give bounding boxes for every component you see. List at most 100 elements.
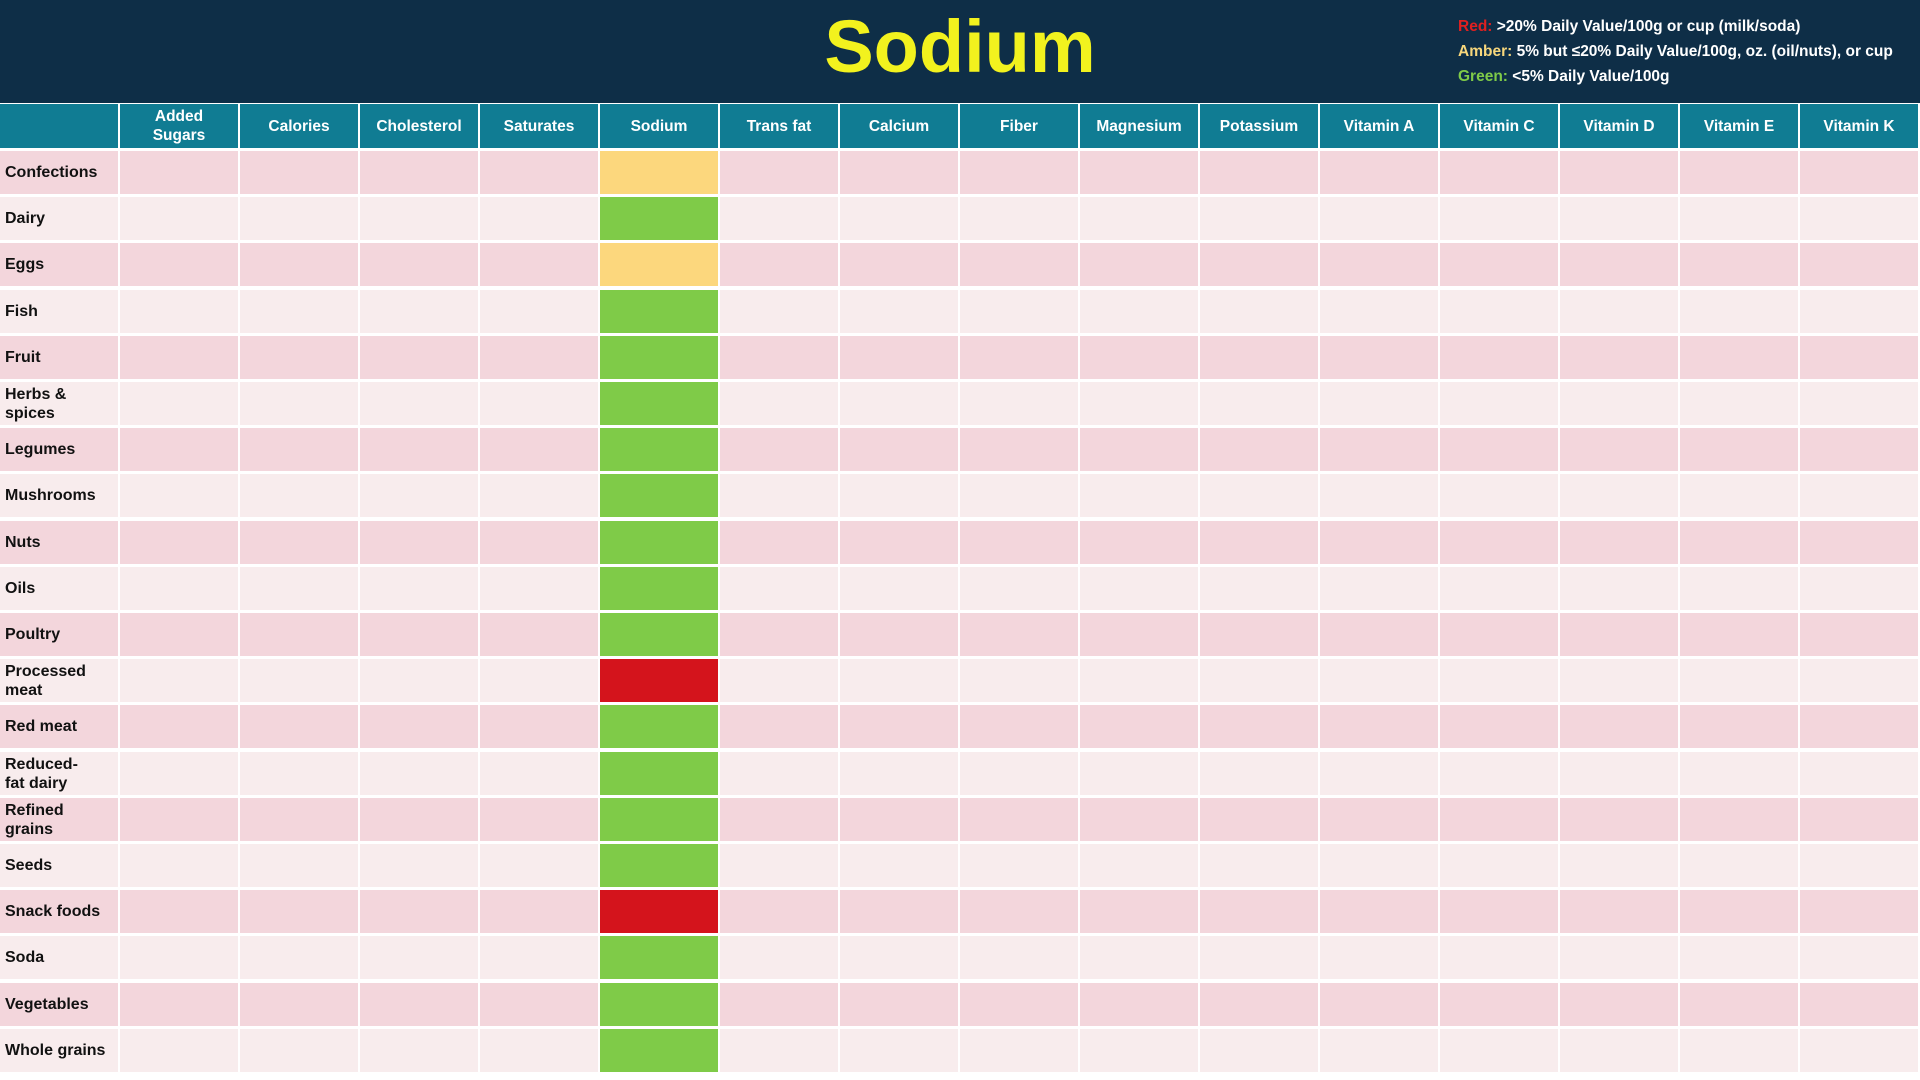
legend-text: >20% Daily Value/100g or cup (milk/soda) [1492, 18, 1801, 35]
row-label-text: Red meat [5, 718, 78, 735]
cell-fish-calcium [840, 290, 958, 333]
cell-soda-potassium [1200, 936, 1318, 979]
cell-oils-vitamin-d [1560, 567, 1678, 610]
cell-reduced-fat-dairy-cholesterol [360, 752, 478, 795]
cell-confections-vitamin-k [1800, 151, 1918, 194]
cell-processed-meat-fiber [960, 659, 1078, 702]
cell-refined-grains-vitamin-d [1560, 798, 1678, 841]
cell-herbs-and-spices-magnesium [1080, 382, 1198, 425]
cell-mushrooms-calories [240, 474, 358, 517]
cell-mushrooms-vitamin-e [1680, 474, 1798, 517]
cell-poultry-cholesterol [360, 613, 478, 656]
rating-cell-red-meat-green [600, 705, 718, 748]
cell-reduced-fat-dairy-magnesium [1080, 752, 1198, 795]
cell-nuts-calories [240, 521, 358, 564]
cell-red-meat-vitamin-d [1560, 705, 1678, 748]
row-label-soda: Soda [0, 936, 118, 979]
row-label-poultry: Poultry [0, 613, 118, 656]
cell-poultry-vitamin-d [1560, 613, 1678, 656]
column-header-trans-fat: Trans fat [720, 104, 838, 148]
cell-eggs-vitamin-k [1800, 243, 1918, 286]
cell-confections-calcium [840, 151, 958, 194]
column-header-vitamin-a: Vitamin A [1320, 104, 1438, 148]
cell-vegetables-magnesium [1080, 983, 1198, 1026]
cell-nuts-vitamin-k [1800, 521, 1918, 564]
cell-snack-foods-vitamin-a [1320, 890, 1438, 933]
cell-snack-foods-calcium [840, 890, 958, 933]
column-header-added-sugars: Added Sugars [120, 104, 238, 148]
row-label-text: Confections [5, 164, 98, 181]
cell-refined-grains-added-sugars [120, 798, 238, 841]
cell-legumes-vitamin-a [1320, 428, 1438, 471]
cell-seeds-vitamin-d [1560, 844, 1678, 887]
cell-whole-grains-vitamin-e [1680, 1029, 1798, 1072]
cell-fruit-calcium [840, 336, 958, 379]
row-label-vegetables: Vegetables [0, 983, 118, 1026]
cell-legumes-calcium [840, 428, 958, 471]
cell-soda-vitamin-d [1560, 936, 1678, 979]
cell-seeds-vitamin-k [1800, 844, 1918, 887]
cell-processed-meat-calories [240, 659, 358, 702]
cell-mushrooms-added-sugars [120, 474, 238, 517]
cell-nuts-vitamin-d [1560, 521, 1678, 564]
cell-confections-saturates [480, 151, 598, 194]
cell-herbs-and-spices-added-sugars [120, 382, 238, 425]
rating-cell-processed-meat-red [600, 659, 718, 702]
cell-seeds-vitamin-a [1320, 844, 1438, 887]
cell-red-meat-saturates [480, 705, 598, 748]
cell-seeds-added-sugars [120, 844, 238, 887]
cell-reduced-fat-dairy-trans-fat [720, 752, 838, 795]
row-label-text: Dairy [5, 210, 46, 227]
cell-eggs-fiber [960, 243, 1078, 286]
cell-red-meat-vitamin-k [1800, 705, 1918, 748]
cell-dairy-vitamin-e [1680, 197, 1798, 240]
row-label-snack-foods: Snack foods [0, 890, 118, 933]
legend-key: Green: [1458, 68, 1508, 85]
cell-snack-foods-added-sugars [120, 890, 238, 933]
cell-poultry-saturates [480, 613, 598, 656]
cell-refined-grains-vitamin-e [1680, 798, 1798, 841]
cell-nuts-magnesium [1080, 521, 1198, 564]
cell-red-meat-potassium [1200, 705, 1318, 748]
cell-seeds-trans-fat [720, 844, 838, 887]
cell-dairy-potassium [1200, 197, 1318, 240]
cell-refined-grains-trans-fat [720, 798, 838, 841]
row-label-text: Poultry [5, 626, 61, 643]
cell-seeds-cholesterol [360, 844, 478, 887]
cell-oils-potassium [1200, 567, 1318, 610]
cell-herbs-and-spices-vitamin-a [1320, 382, 1438, 425]
cell-confections-vitamin-a [1320, 151, 1438, 194]
cell-reduced-fat-dairy-fiber [960, 752, 1078, 795]
cell-snack-foods-fiber [960, 890, 1078, 933]
row-label-processed-meat: Processed meat [0, 659, 118, 702]
cell-reduced-fat-dairy-vitamin-k [1800, 752, 1918, 795]
cell-herbs-and-spices-trans-fat [720, 382, 838, 425]
cell-poultry-calcium [840, 613, 958, 656]
cell-oils-added-sugars [120, 567, 238, 610]
row-label-text: Processed meat [5, 662, 86, 699]
cell-herbs-and-spices-potassium [1200, 382, 1318, 425]
cell-confections-magnesium [1080, 151, 1198, 194]
rating-cell-seeds-green [600, 844, 718, 887]
cell-herbs-and-spices-vitamin-k [1800, 382, 1918, 425]
cell-seeds-vitamin-e [1680, 844, 1798, 887]
cell-red-meat-vitamin-c [1440, 705, 1558, 748]
cell-vegetables-vitamin-a [1320, 983, 1438, 1026]
cell-nuts-added-sugars [120, 521, 238, 564]
cell-processed-meat-potassium [1200, 659, 1318, 702]
cell-poultry-fiber [960, 613, 1078, 656]
cell-fruit-vitamin-a [1320, 336, 1438, 379]
column-header-saturates: Saturates [480, 104, 598, 148]
cell-dairy-magnesium [1080, 197, 1198, 240]
cell-processed-meat-vitamin-e [1680, 659, 1798, 702]
cell-processed-meat-trans-fat [720, 659, 838, 702]
cell-refined-grains-vitamin-c [1440, 798, 1558, 841]
cell-fish-vitamin-c [1440, 290, 1558, 333]
cell-oils-vitamin-a [1320, 567, 1438, 610]
cell-oils-calories [240, 567, 358, 610]
cell-vegetables-trans-fat [720, 983, 838, 1026]
cell-mushrooms-fiber [960, 474, 1078, 517]
cell-whole-grains-trans-fat [720, 1029, 838, 1072]
row-label-mushrooms: Mushrooms [0, 474, 118, 517]
